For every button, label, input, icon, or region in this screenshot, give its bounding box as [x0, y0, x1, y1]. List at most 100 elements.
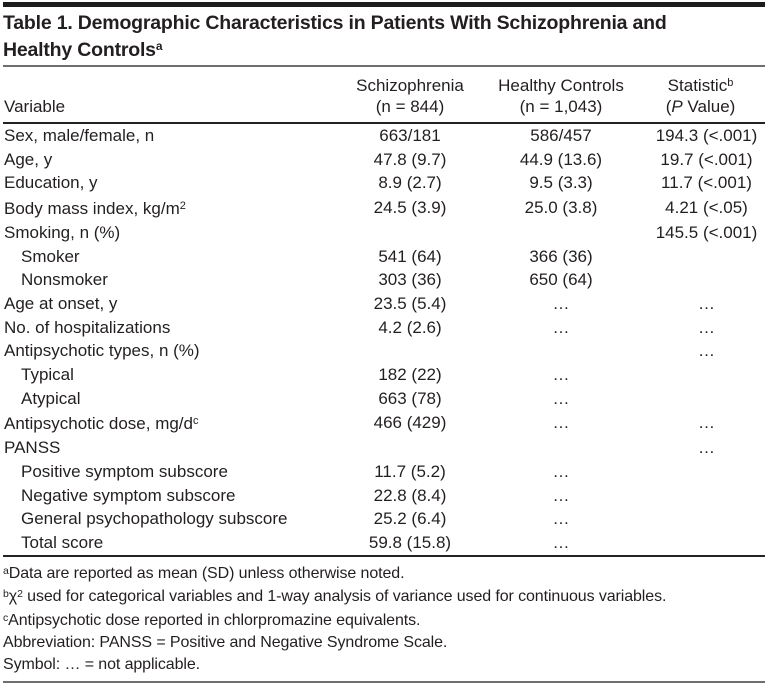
- statistic-value: …: [698, 317, 715, 337]
- row-label: Sex, male/female, n: [4, 126, 155, 145]
- schizophrenia-value: 47.8 (9.7): [373, 149, 447, 169]
- statistic-value: [636, 484, 765, 508]
- row-label: Negative symptom subscore: [21, 485, 236, 505]
- statistic-value: …: [698, 341, 715, 361]
- statistic-value: …: [698, 293, 715, 313]
- table-header: Variable Schizophrenia (n = 844) Healthy…: [3, 67, 765, 124]
- healthy-controls-value: …: [552, 461, 570, 481]
- row-label-superscript: c: [192, 415, 199, 428]
- healthy-controls-value: [486, 436, 636, 460]
- header-healthy-controls-line1: Healthy Controls: [498, 76, 624, 95]
- healthy-controls-value: …: [552, 293, 570, 313]
- row-label: Total score: [21, 532, 104, 552]
- table-row: Typical 182 (22) …: [3, 363, 765, 387]
- header-variable-label: Variable: [4, 97, 66, 116]
- row-label: Typical: [21, 365, 74, 385]
- schizophrenia-value: 663/181: [379, 126, 441, 145]
- footnote-divider: [3, 554, 765, 557]
- schizophrenia-value: [334, 436, 486, 460]
- row-label: Education, y: [4, 173, 98, 193]
- statistic-value: [636, 268, 765, 292]
- table-title-line: Table 1. Demographic Characteristics in …: [3, 12, 667, 34]
- header-healthy-controls: Healthy Controls (n = 1,043): [486, 67, 636, 124]
- schizophrenia-value: 11.7 (5.2): [374, 461, 446, 481]
- table-row: Positive symptom subscore 11.7 (5.2)…: [3, 460, 765, 484]
- statistic-value: …: [698, 438, 715, 458]
- row-label: Antipsychotic types, n (%): [4, 341, 200, 361]
- statistic-value: [636, 460, 765, 484]
- row-label: General psychopathology subscore: [21, 509, 288, 529]
- footnote-line: bχ2 used for categorical variables and 1…: [3, 588, 667, 606]
- footnote-line: Abbreviation: PANSS = Positive and Negat…: [3, 634, 448, 652]
- header-statistic: Statisticb (P Value): [636, 67, 765, 124]
- header-schizophrenia: Schizophrenia (n = 844): [334, 67, 486, 124]
- schizophrenia-value: 59.8 (15.8): [368, 532, 452, 552]
- row-label: No. of hospitalizations: [4, 317, 171, 337]
- footnote-superscript: 2: [17, 588, 23, 601]
- table-row: Sex, male/female, n 663/181 586/457 194.3 (…: [3, 123, 765, 148]
- schizophrenia-value: 663 (78): [378, 388, 442, 408]
- demographics-table: Variable Schizophrenia (n = 844) Healthy…: [3, 67, 765, 555]
- footnote-line: aData are reported as mean (SD) unless o…: [3, 564, 405, 582]
- title-divider: [3, 65, 765, 67]
- schizophrenia-value: 541 (64): [378, 246, 442, 266]
- table-body: Sex, male/female, n 663/181 586/457 194.3 (…: [3, 123, 765, 555]
- table-row: Total score 59.8 (15.8)…: [3, 531, 765, 555]
- healthy-controls-value: 650 (64): [529, 270, 593, 290]
- footnote-superscript: c: [3, 612, 9, 625]
- header-schizophrenia-line1: Schizophrenia: [356, 76, 464, 95]
- healthy-controls-value: …: [552, 485, 570, 505]
- row-label: Nonsmoker: [21, 270, 108, 290]
- row-label: Body mass index, kg/m2: [4, 199, 186, 219]
- table-row: Education, y 8.9 (2.7) 9.5 (3.3) 11.7 (<.00…: [3, 171, 765, 195]
- schizophrenia-value: 25.2 (6.4): [373, 509, 447, 529]
- table-row: No. of hospitalizations 4.2 (2.6)……: [3, 316, 765, 340]
- p-value-italic: P: [671, 97, 683, 116]
- schizophrenia-value: 182 (22): [378, 365, 442, 385]
- table-row: Antipsychotic dose, mg/dc 466 (429) … …: [3, 410, 765, 436]
- schizophrenia-value: 23.5 (5.4): [373, 293, 447, 313]
- row-label: Age at onset, y: [4, 293, 118, 313]
- statistic-value: 194.3 (<.001): [655, 126, 758, 145]
- schizophrenia-value: 24.5 (3.9): [373, 198, 447, 218]
- statistic-value: 11.7 (<.001): [661, 173, 752, 193]
- header-statistic-sup: b: [727, 77, 734, 89]
- schizophrenia-value: 466 (429): [373, 413, 447, 433]
- row-label: Antipsychotic dose, mg/dc: [4, 414, 199, 434]
- footnote-superscript: b: [3, 588, 9, 601]
- table-row: Age at onset, y 23.5 (5.4) … …: [3, 292, 765, 316]
- table-row: Body mass index, kg/m2 24.5 (3.9) 25.0 (3.…: [3, 195, 765, 221]
- statistic-value: [636, 531, 765, 555]
- table-row: Antipsychotic types, n (%) …: [3, 339, 765, 363]
- top-rule: [3, 2, 765, 7]
- row-label: Atypical: [21, 388, 81, 408]
- healthy-controls-value: …: [552, 317, 570, 337]
- healthy-controls-value: …: [552, 388, 570, 408]
- table-title-footnote-marker: a: [155, 39, 163, 53]
- statistic-value: …: [698, 413, 715, 433]
- statistic-value: [636, 387, 765, 411]
- statistic-value: 4.21 (<.05): [665, 198, 748, 218]
- statistic-value: 145.5 (<.001): [655, 222, 758, 242]
- row-label: PANSS: [4, 438, 61, 458]
- schizophrenia-value: [334, 339, 486, 363]
- statistic-value: 19.7 (<.001): [660, 149, 753, 169]
- healthy-controls-value: [486, 221, 636, 245]
- header-variable: Variable: [3, 67, 334, 124]
- schizophrenia-value: [334, 221, 486, 245]
- schizophrenia-value: 22.8 (8.4): [373, 485, 447, 505]
- header-healthy-controls-line2: (n = 1,043): [519, 97, 603, 116]
- header-statistic-line1: Statistic: [667, 76, 728, 95]
- table-title: Table 1. Demographic Characteristics in …: [3, 12, 765, 62]
- healthy-controls-value: …: [552, 365, 570, 385]
- header-row: Variable Schizophrenia (n = 844) Healthy…: [3, 67, 765, 124]
- healthy-controls-value: [486, 339, 636, 363]
- table-row: PANSS …: [3, 436, 765, 460]
- row-label: Smoker: [21, 246, 80, 266]
- healthy-controls-value: …: [552, 509, 570, 529]
- bottom-rule: [3, 680, 765, 683]
- footnote-line: Symbol: … = not applicable.: [3, 655, 200, 673]
- healthy-controls-value: 586/457: [530, 126, 592, 145]
- healthy-controls-value: …: [552, 413, 570, 433]
